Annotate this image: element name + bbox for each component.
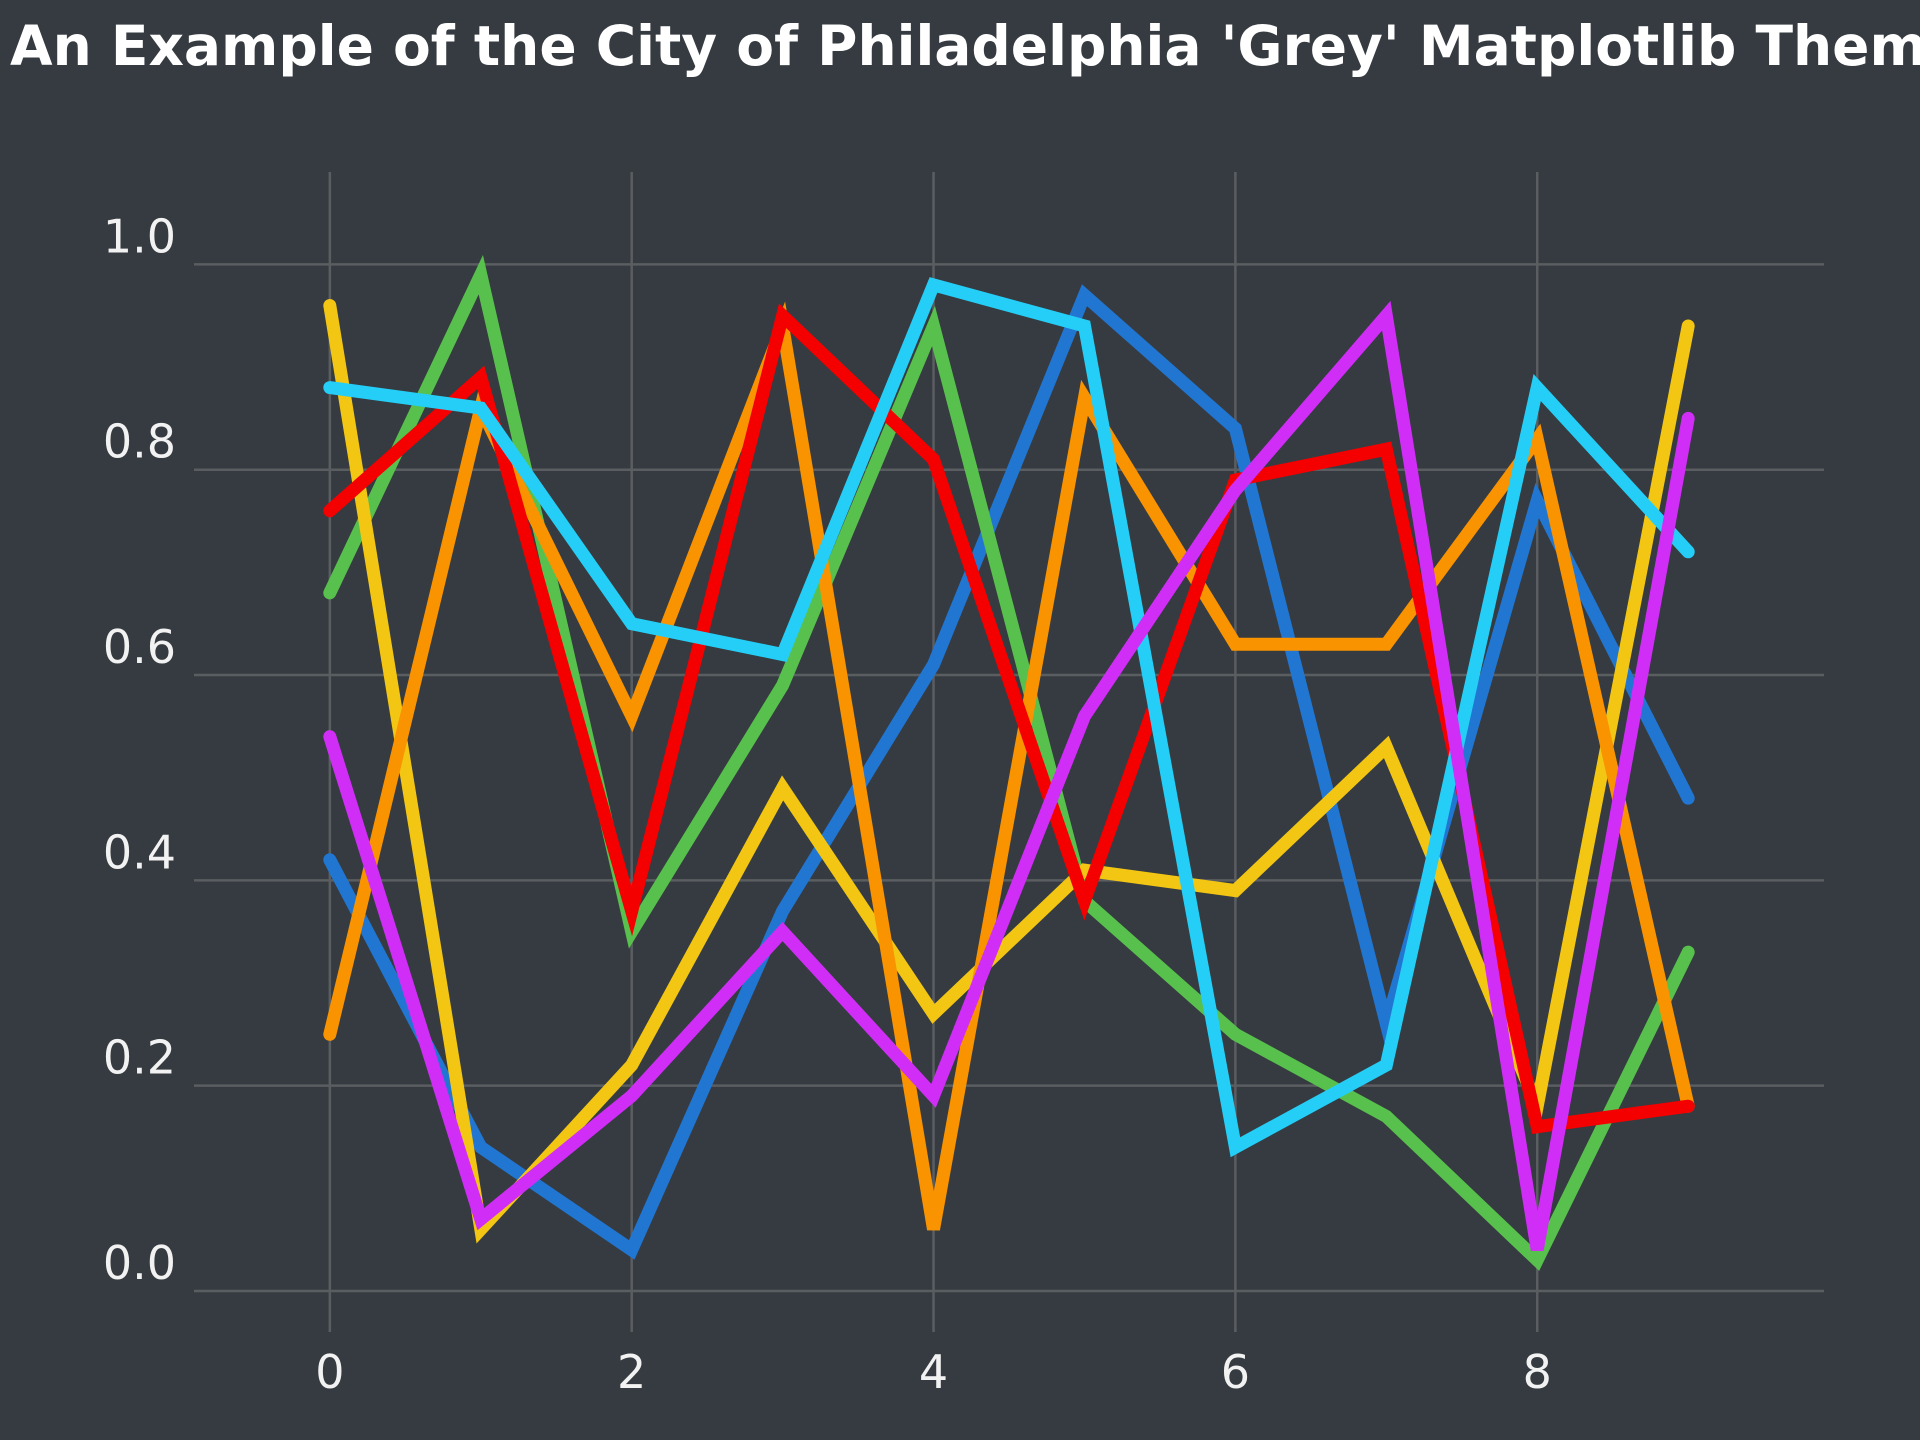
y-tick-label: 1.0 — [103, 209, 176, 263]
y-tick-label: 0.4 — [103, 825, 176, 879]
x-tick-label: 0 — [315, 1345, 344, 1399]
x-tick-label: 4 — [919, 1345, 948, 1399]
y-tick-label: 0.0 — [103, 1236, 176, 1290]
grid — [194, 172, 1824, 1332]
axis-ticks: 0 2 4 6 8 0.0 0.2 0.4 0.6 0.8 1.0 — [103, 209, 1552, 1399]
y-tick-label: 0.2 — [103, 1031, 176, 1085]
series-line-3 — [323, 299, 1695, 1244]
x-tick-label: 2 — [617, 1345, 646, 1399]
series-line-6 — [323, 277, 1695, 1158]
series-line-4 — [323, 301, 1695, 1231]
series-line-2 — [323, 255, 1695, 1271]
chart-title: An Example of the City of Philadelphia '… — [10, 14, 1920, 78]
series-lines — [323, 255, 1695, 1271]
y-tick-label: 0.6 — [103, 620, 176, 674]
series-line-7 — [323, 300, 1695, 1252]
y-tick-label: 0.8 — [103, 415, 176, 469]
x-tick-label: 6 — [1221, 1345, 1250, 1399]
x-tick-label: 8 — [1523, 1345, 1552, 1399]
series-line-1 — [323, 284, 1695, 1260]
series-line-5 — [323, 303, 1695, 1134]
